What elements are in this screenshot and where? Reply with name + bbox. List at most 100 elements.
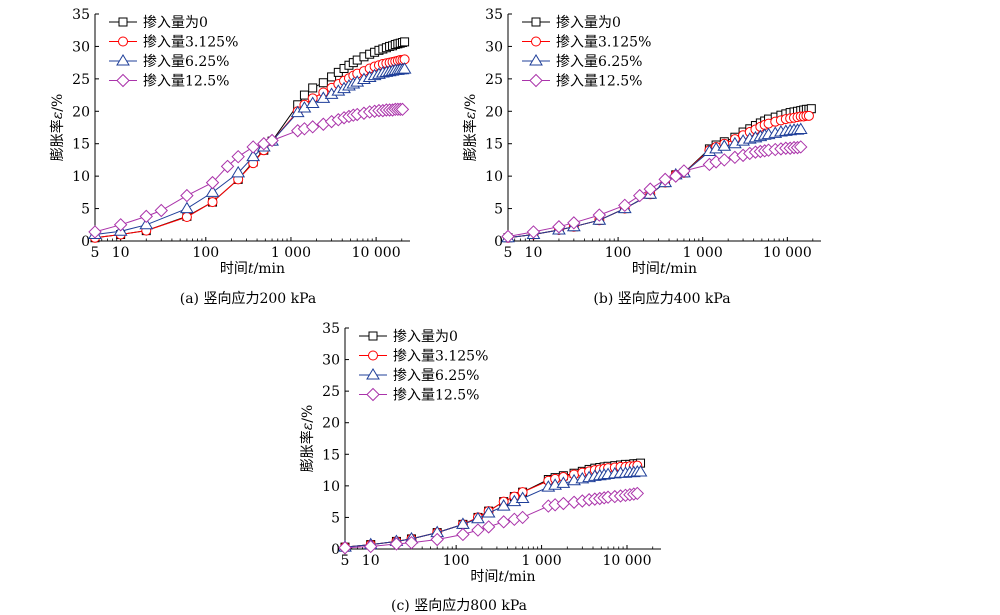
series-triangle	[501, 122, 808, 243]
x-tick-label: 1 000	[271, 245, 311, 261]
data-point-diamond	[552, 220, 566, 234]
data-point-diamond	[794, 140, 808, 154]
data-point-triangle	[496, 499, 511, 511]
legend-label: 掺入量3.125%	[556, 34, 651, 51]
data-point-diamond	[220, 159, 235, 174]
data-point-diamond	[366, 387, 380, 402]
data-point-diamond	[205, 175, 220, 190]
x-tick-label: 100	[443, 553, 470, 569]
x-axis-label-suffix: /min	[504, 569, 536, 585]
data-point-diamond	[395, 102, 410, 117]
series-diamond	[338, 486, 645, 555]
data-point-diamond	[717, 153, 732, 167]
y-tick-label: 0	[81, 234, 90, 250]
data-point-triangle	[246, 149, 261, 162]
y-tick-label: 30	[322, 353, 340, 369]
y-tick-label: 20	[72, 104, 90, 120]
y-axis-label: 膨胀率ε/%	[299, 405, 316, 473]
y-tick-label: 15	[72, 137, 90, 153]
legend: 掺入量为0 掺入量3.125% 掺入量6.25% 掺入量12.5%	[109, 14, 238, 90]
data-point-circle	[531, 36, 541, 47]
data-point-diamond	[501, 229, 515, 244]
data-point-diamond	[632, 188, 647, 203]
x-tick-label: 100	[605, 245, 632, 261]
legend-label: 掺入量6.25%	[143, 53, 229, 70]
data-point-triangle	[481, 506, 496, 518]
data-point-triangle	[366, 368, 380, 380]
y-axis-label-suffix: /%	[463, 94, 479, 112]
y-axis-label: 膨胀率ε/%	[49, 94, 66, 162]
y-axis-label-var: ε	[463, 112, 479, 120]
data-point-triangle	[305, 96, 320, 109]
data-point-diamond	[677, 164, 691, 178]
data-point-circle	[803, 110, 814, 121]
data-point-circle	[207, 197, 218, 208]
series-line	[507, 128, 801, 239]
y-tick-label: 25	[485, 72, 503, 88]
data-point-square	[400, 37, 410, 47]
x-tick-label: 100	[192, 245, 219, 261]
y-tick-label: 30	[72, 39, 90, 55]
data-point-diamond	[113, 218, 128, 232]
data-point-diamond	[669, 169, 683, 183]
data-point-diamond	[430, 532, 444, 547]
y-tick-label: 30	[485, 39, 503, 55]
y-tick-label: 10	[322, 479, 340, 495]
x-tick-label: 10 000	[763, 245, 812, 261]
y-axis-label-prefix: 膨胀率	[462, 119, 479, 161]
y-axis-label-prefix: 膨胀率	[49, 119, 66, 161]
y-tick-label: 5	[81, 202, 90, 218]
x-axis-label-prefix: 时间	[470, 569, 498, 585]
data-point-triangle	[556, 476, 571, 488]
x-axis-label-suffix: /min	[254, 261, 286, 277]
data-point-square	[368, 331, 378, 341]
data-point-circle	[118, 36, 128, 47]
data-point-triangle	[180, 201, 194, 214]
data-point-diamond	[481, 520, 496, 534]
data-point-circle	[368, 350, 378, 361]
y-tick-label: 20	[485, 104, 503, 120]
series-triangle	[88, 62, 412, 240]
legend-label: 掺入量12.5%	[393, 387, 479, 404]
data-point-diamond	[338, 541, 352, 555]
data-point-diamond	[246, 140, 260, 154]
y-axis-label: 膨胀率ε/%	[462, 94, 479, 162]
data-point-circle	[181, 212, 192, 223]
data-point-diamond	[456, 527, 470, 542]
y-tick-label: 5	[494, 202, 503, 218]
data-point-diamond	[180, 188, 194, 203]
data-point-diamond	[643, 182, 657, 196]
y-tick-label: 25	[322, 384, 340, 400]
x-tick-label: 10 000	[352, 245, 401, 261]
x-axis-label-suffix: /min	[666, 261, 698, 277]
data-point-triangle	[633, 464, 648, 477]
data-point-triangle	[205, 185, 220, 197]
panel-caption: (c) 竖向应力800 kPa	[391, 597, 527, 614]
data-point-triangle	[793, 122, 808, 134]
data-point-diamond	[116, 73, 130, 88]
legend-label: 掺入量3.125%	[393, 348, 488, 365]
x-tick-label: 10	[112, 245, 130, 261]
x-axis-label-prefix: 时间	[632, 261, 660, 277]
data-point-square	[318, 78, 328, 88]
x-tick-label: 10	[525, 245, 543, 261]
y-axis-label-var: ε	[50, 112, 66, 120]
legend-label: 掺入量12.5%	[143, 73, 229, 90]
legend-label: 掺入量12.5%	[556, 73, 642, 90]
x-tick-label: 5	[341, 553, 350, 569]
data-point-square	[531, 17, 541, 27]
y-axis-label-suffix: /%	[50, 94, 66, 112]
y-axis-label-prefix: 膨胀率	[299, 430, 316, 472]
data-point-diamond	[567, 216, 581, 230]
x-axis-label: 时间t/min	[220, 261, 285, 277]
data-point-diamond	[496, 515, 511, 529]
data-point-triangle	[397, 62, 412, 74]
y-tick-label: 10	[485, 169, 503, 185]
data-point-triangle	[116, 54, 130, 66]
y-tick-label: 5	[331, 510, 340, 526]
data-point-triangle	[515, 491, 530, 503]
y-tick-label: 15	[485, 137, 503, 153]
legend: 掺入量为0 掺入量3.125% 掺入量6.25% 掺入量12.5%	[522, 14, 651, 90]
